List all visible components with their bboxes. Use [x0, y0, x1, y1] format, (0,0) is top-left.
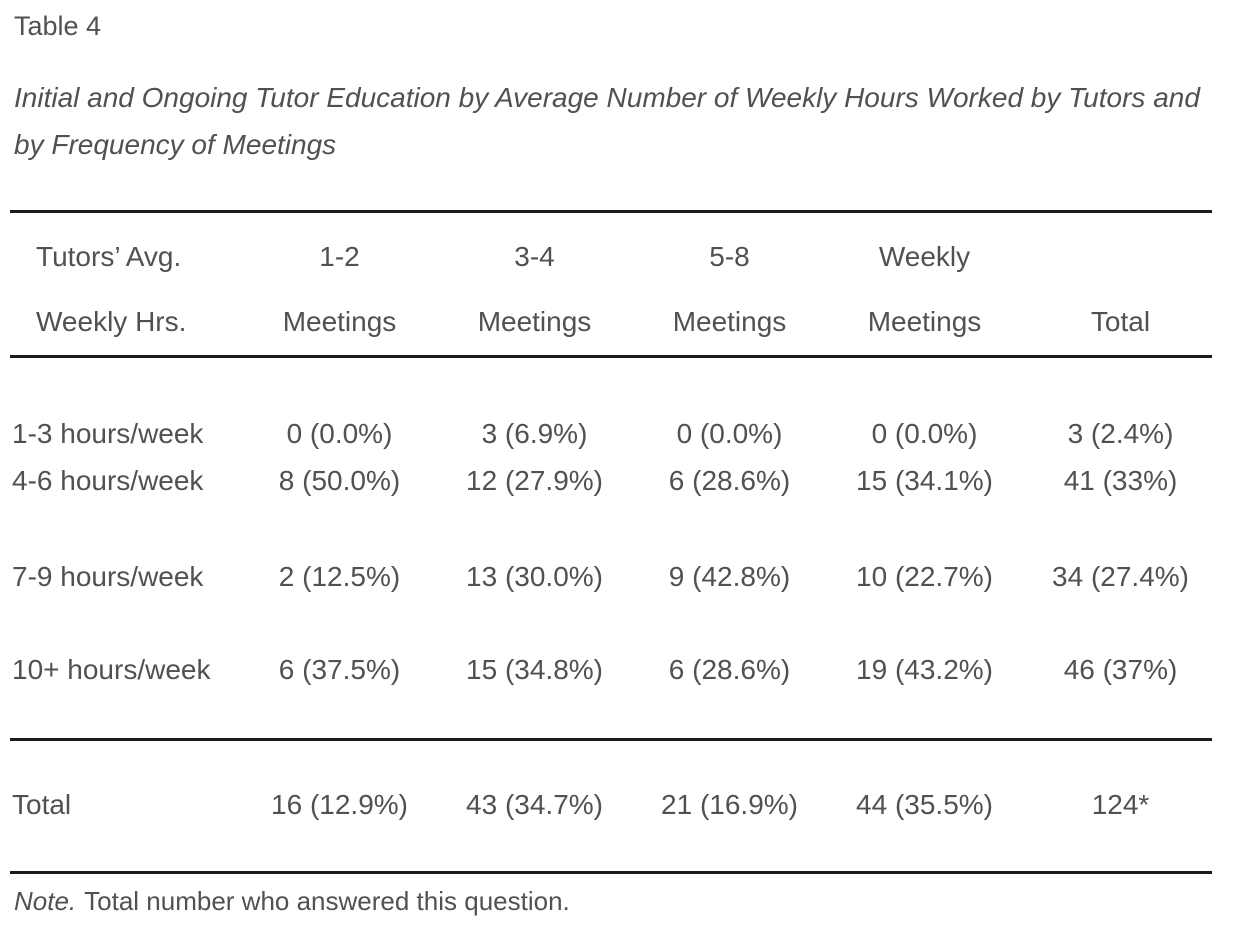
table-cell: 0 (0.0%) — [871, 418, 978, 449]
table-cell: 3 (2.4%) — [1067, 418, 1174, 449]
column-header: Meetings — [477, 306, 592, 337]
table-cell: 16 (12.9%) — [271, 789, 408, 820]
table-cell: 19 (43.2%) — [856, 654, 993, 685]
table-row: 7-9 hours/week 2 (12.5%) 13 (30.0%) 9 (4… — [12, 560, 1224, 594]
table-header-row-2: Weekly Hrs. Meetings Meetings Meetings M… — [12, 305, 1224, 339]
column-header: Weekly — [878, 241, 971, 272]
table-row: 1-3 hours/week 0 (0.0%) 3 (6.9%) 0 (0.0%… — [12, 417, 1224, 451]
table-total-rule — [10, 738, 1212, 741]
table-number-label: Table 4 — [14, 11, 102, 41]
column-header: Meetings — [282, 306, 397, 337]
table-note: Note. Total number who answered this ques… — [14, 886, 570, 916]
table-cell: 41 (33%) — [1063, 465, 1178, 496]
table-cell: 15 (34.8%) — [466, 654, 603, 685]
column-header: Meetings — [867, 306, 982, 337]
table-cell: 124* — [1091, 789, 1150, 820]
table-cell: 44 (35.5%) — [856, 789, 993, 820]
column-header: 3-4 — [514, 241, 555, 272]
table-row: 10+ hours/week 6 (37.5%) 15 (34.8%) 6 (2… — [12, 653, 1224, 687]
table-cell: 46 (37%) — [1063, 654, 1178, 685]
table-caption-line-2: by Frequency of Meetings — [14, 129, 337, 160]
note-prefix: Note. — [14, 886, 77, 916]
table-cell: 3 (6.9%) — [481, 418, 588, 449]
table-cell: 2 (12.5%) — [278, 561, 401, 592]
table-top-rule — [10, 210, 1212, 213]
table-cell: 9 (42.8%) — [668, 561, 791, 592]
column-header: Weekly Hrs. — [36, 306, 187, 337]
table-cell: 0 (0.0%) — [676, 418, 783, 449]
column-header — [1022, 240, 1219, 274]
row-label: Total — [12, 789, 72, 820]
column-header: 5-8 — [709, 241, 750, 272]
row-label: 10+ hours/week — [12, 654, 211, 685]
table-cell: 13 (30.0%) — [466, 561, 603, 592]
table-cell: 43 (34.7%) — [466, 789, 603, 820]
table-cell: 6 (28.6%) — [668, 654, 791, 685]
table-cell: 8 (50.0%) — [278, 465, 401, 496]
table-cell: 6 (37.5%) — [278, 654, 401, 685]
note-text: Total number who answered this question. — [84, 886, 570, 916]
table-caption-line-1: Initial and Ongoing Tutor Education by A… — [14, 82, 1200, 113]
column-header: 1-2 — [319, 241, 360, 272]
table-header-rule — [10, 355, 1212, 358]
table-cell: 10 (22.7%) — [856, 561, 993, 592]
table-cell: 15 (34.1%) — [856, 465, 993, 496]
table-cell: 12 (27.9%) — [466, 465, 603, 496]
column-header: Total — [1090, 306, 1151, 337]
table-total-row: Total 16 (12.9%) 43 (34.7%) 21 (16.9%) 4… — [12, 788, 1224, 822]
table-bottom-rule — [10, 871, 1212, 874]
column-header: Tutors’ Avg. — [36, 241, 182, 272]
table-caption: Initial and Ongoing Tutor Education by A… — [14, 74, 1224, 168]
table-cell: 34 (27.4%) — [1052, 561, 1189, 592]
table-header-row-1: Tutors’ Avg. 1-2 3-4 5-8 Weekly — [12, 240, 1224, 274]
row-label: 7-9 hours/week — [12, 561, 204, 592]
row-label: 4-6 hours/week — [12, 465, 204, 496]
table-cell: 21 (16.9%) — [661, 789, 798, 820]
table-cell: 0 (0.0%) — [286, 418, 393, 449]
table-cell: 6 (28.6%) — [668, 465, 791, 496]
column-header: Meetings — [672, 306, 787, 337]
row-label: 1-3 hours/week — [12, 418, 204, 449]
table-row: 4-6 hours/week 8 (50.0%) 12 (27.9%) 6 (2… — [12, 464, 1224, 498]
